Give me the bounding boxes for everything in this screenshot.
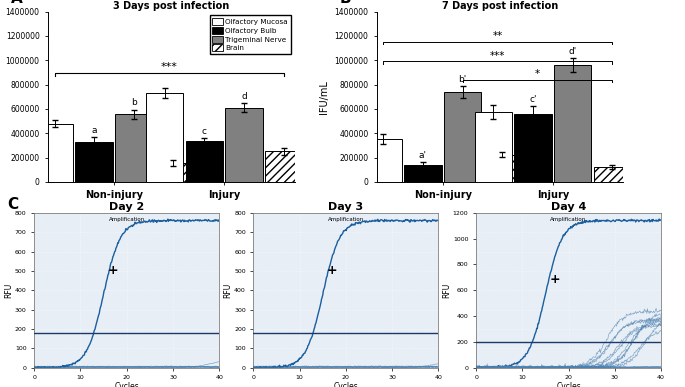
- Text: ***: ***: [160, 62, 177, 72]
- Text: +: +: [549, 274, 560, 286]
- Bar: [444, 92, 482, 182]
- Bar: [155, 163, 192, 182]
- Bar: [186, 141, 223, 182]
- Text: Amplification: Amplification: [109, 217, 145, 223]
- Text: b: b: [131, 98, 137, 107]
- Text: c: c: [202, 127, 207, 136]
- Text: C: C: [7, 197, 18, 212]
- Bar: [146, 93, 184, 182]
- Text: a': a': [419, 151, 427, 160]
- X-axis label: Cycles: Cycles: [114, 382, 139, 387]
- Title: Day 2: Day 2: [109, 202, 145, 212]
- Bar: [225, 108, 262, 182]
- Y-axis label: RFU: RFU: [5, 283, 14, 298]
- Title: 3 Days post infection: 3 Days post infection: [113, 1, 229, 11]
- Bar: [75, 142, 113, 182]
- X-axis label: Cycles: Cycles: [334, 382, 358, 387]
- Text: +: +: [327, 264, 338, 277]
- Bar: [594, 167, 631, 182]
- Title: Day 4: Day 4: [551, 202, 586, 212]
- Bar: [265, 151, 302, 182]
- Text: Amplification: Amplification: [328, 217, 364, 223]
- Text: c': c': [530, 95, 537, 104]
- Title: Day 3: Day 3: [328, 202, 364, 212]
- Text: a: a: [91, 126, 97, 135]
- Text: Amplification: Amplification: [551, 217, 586, 223]
- Title: 7 Days post infection: 7 Days post infection: [442, 1, 558, 11]
- Text: **: **: [493, 31, 503, 41]
- Legend: Olfactory Mucosa, Olfactory Bulb, Trigeminal Nerve, Brain: Olfactory Mucosa, Olfactory Bulb, Trigem…: [210, 15, 291, 54]
- Bar: [554, 65, 591, 182]
- Bar: [36, 123, 73, 182]
- X-axis label: Cycles: Cycles: [556, 382, 581, 387]
- Text: d': d': [569, 47, 577, 56]
- Bar: [514, 114, 552, 182]
- Text: d: d: [241, 92, 247, 101]
- Bar: [484, 154, 521, 182]
- Text: +: +: [108, 264, 119, 277]
- Text: A: A: [11, 0, 23, 6]
- Bar: [115, 115, 153, 182]
- Text: *: *: [535, 69, 540, 79]
- Bar: [404, 165, 442, 182]
- Text: b': b': [458, 75, 466, 84]
- Y-axis label: IFU/mL: IFU/mL: [319, 80, 329, 114]
- Bar: [475, 112, 512, 182]
- Text: ***: ***: [490, 51, 506, 61]
- Y-axis label: RFU: RFU: [224, 283, 233, 298]
- Y-axis label: RFU: RFU: [443, 283, 451, 298]
- Bar: [364, 139, 402, 182]
- Text: B: B: [340, 0, 351, 6]
